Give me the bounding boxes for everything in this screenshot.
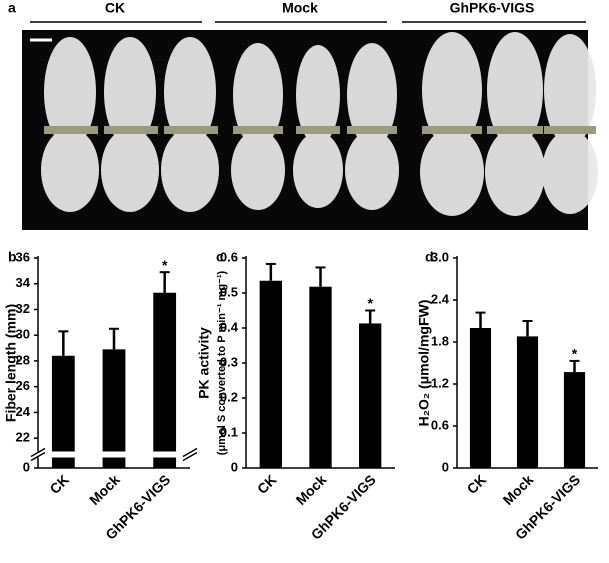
x-tick-label: CK (464, 471, 490, 497)
x-tick-label: Mock (86, 471, 123, 508)
y-tick-label: 0.5 (220, 284, 238, 299)
break-slash (30, 451, 46, 462)
y-axis-label: PK activity (196, 327, 212, 399)
y-axis-label: H₂O₂ (μmol/mgFW) (416, 300, 432, 427)
y-tick-label: 0.6 (220, 249, 238, 264)
break-slash (182, 447, 198, 458)
y-tick-label: 22 (16, 430, 30, 445)
y-tick-label: 36 (16, 249, 30, 264)
y-tick-label: 0 (442, 459, 449, 474)
y-tick-label: 0.4 (220, 319, 239, 334)
bar (563, 372, 586, 468)
x-tick-label: CK (254, 471, 280, 497)
y-axis-label: Fiber length (mm) (3, 304, 19, 422)
x-tick-label: CK (46, 471, 72, 497)
y-tick-label: 0 (231, 459, 238, 474)
panel-label: d (425, 249, 434, 265)
y-tick-label: 32 (16, 301, 30, 316)
y-tick-label: 0.2 (220, 389, 238, 404)
axis-break (30, 451, 198, 458)
x-tick-label: Mock (500, 471, 537, 508)
break-slash (182, 451, 198, 462)
x-tick-label: Mock (293, 471, 330, 508)
panel-label: c (216, 249, 224, 265)
bar (309, 286, 332, 468)
y-tick-label: 0.1 (220, 424, 238, 439)
y-tick-label: 0.3 (220, 354, 238, 369)
y-axis-sublabel: (μmol S converted to P min⁻¹ mg⁻¹) (216, 270, 228, 455)
bar (358, 323, 382, 468)
bar (516, 336, 539, 468)
significance: * (367, 295, 373, 311)
bar (102, 349, 126, 468)
break-slash (30, 447, 46, 458)
y-tick-label: 2.4 (431, 291, 450, 306)
y-tick-label: 1.2 (431, 375, 449, 390)
bar (469, 328, 492, 468)
y-tick-label: 28 (16, 352, 30, 367)
y-tick-label: 3.0 (431, 249, 449, 264)
group-label: GhPK6-VIGS (450, 0, 535, 16)
panel-label: a (8, 0, 16, 16)
y-tick-label: 24 (16, 404, 31, 419)
bar (259, 280, 283, 468)
photo (22, 30, 598, 230)
y-tick-label: 30 (16, 327, 30, 342)
y-tick-label: 26 (16, 378, 30, 393)
y-tick-label: 34 (16, 275, 31, 290)
group-label: CK (105, 0, 125, 16)
significance: * (162, 257, 168, 273)
group-label: Mock (282, 0, 318, 16)
y-tick-label: 0.6 (431, 417, 449, 432)
panel-label: b (8, 249, 17, 265)
significance: * (572, 346, 578, 362)
bar (51, 355, 75, 468)
y-tick-label: 1.8 (431, 333, 449, 348)
bar (153, 292, 177, 468)
y-tick-label: 0 (23, 459, 30, 474)
